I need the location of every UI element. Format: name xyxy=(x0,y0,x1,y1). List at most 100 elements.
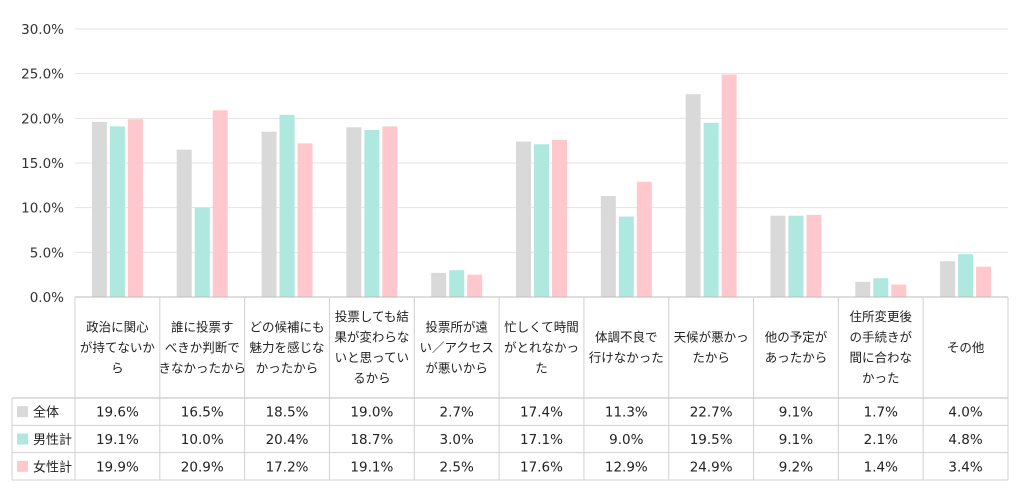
y-tick-label: 20.0% xyxy=(21,111,64,127)
value-cell: 17.6% xyxy=(520,459,563,475)
bar-1-8 xyxy=(685,94,701,297)
category-label: きなかったから xyxy=(158,360,246,375)
legend-label: 男性計 xyxy=(33,432,72,448)
bar-1-2 xyxy=(176,149,192,297)
bar-2-1 xyxy=(109,126,125,297)
y-tick-label: 15.0% xyxy=(21,156,64,172)
y-tick-label: 25.0% xyxy=(21,67,64,83)
value-cell: 22.7% xyxy=(690,405,733,421)
bar-3-1 xyxy=(127,119,143,297)
value-cell: 19.0% xyxy=(350,405,393,421)
category-label: 投票しても結 xyxy=(335,309,409,324)
value-cell: 9.0% xyxy=(609,432,643,448)
bar-3-3 xyxy=(297,143,313,297)
bar-3-5 xyxy=(467,274,483,297)
value-cell: 4.8% xyxy=(948,432,982,448)
value-cell: 2.1% xyxy=(864,432,898,448)
value-cell: 9.1% xyxy=(779,432,813,448)
legend-swatch xyxy=(17,460,28,472)
category-label: ら xyxy=(111,360,124,375)
value-cell: 11.3% xyxy=(605,405,648,421)
value-cell: 19.6% xyxy=(96,405,139,421)
bar-2-4 xyxy=(364,129,380,297)
bar-3-4 xyxy=(382,126,398,297)
bar-3-8 xyxy=(721,74,737,297)
category-label: がとれなかっ xyxy=(504,340,579,355)
value-cell: 20.4% xyxy=(266,432,309,448)
value-cell: 19.9% xyxy=(96,459,139,475)
category-label: いと思ってい xyxy=(335,350,409,365)
category-label: べきか判断で xyxy=(165,340,240,355)
bar-1-9 xyxy=(770,215,786,297)
legend-label: 全体 xyxy=(33,405,59,421)
legend-swatch xyxy=(17,433,28,445)
bar-2-5 xyxy=(449,270,465,297)
category-label: るから xyxy=(353,371,391,386)
value-cell: 10.0% xyxy=(181,432,224,448)
category-label: あったから xyxy=(765,350,828,365)
value-cell: 2.5% xyxy=(440,459,474,475)
value-cell: 19.1% xyxy=(96,432,139,448)
bar-3-9 xyxy=(806,214,822,297)
bar-2-11 xyxy=(958,254,974,297)
bar-1-11 xyxy=(940,261,956,297)
category-label: 間に合わな xyxy=(850,350,913,365)
category-label: 魅力を感じな xyxy=(250,340,325,355)
bar-3-6 xyxy=(552,139,567,297)
category-label: 政治に関心 xyxy=(86,319,149,334)
category-label: た xyxy=(535,360,548,375)
value-cell: 4.0% xyxy=(948,405,982,421)
y-tick-label: 5.0% xyxy=(30,245,64,261)
value-cell: 18.5% xyxy=(266,405,309,421)
value-cell: 19.5% xyxy=(690,432,733,448)
category-label: 他の予定が xyxy=(765,330,828,345)
category-label: どの候補にも xyxy=(250,319,325,334)
value-cell: 1.7% xyxy=(864,405,898,421)
value-cell: 12.9% xyxy=(605,459,648,475)
y-tick-label: 10.0% xyxy=(21,201,64,217)
bar-1-6 xyxy=(516,141,531,297)
category-label: 体調不良で xyxy=(595,330,658,345)
bar-1-7 xyxy=(600,196,616,297)
category-label: い／アクセス xyxy=(419,340,493,355)
category-label: かったから xyxy=(256,360,319,375)
value-cell: 3.4% xyxy=(948,459,982,475)
category-label: かった xyxy=(862,371,900,386)
bar-3-7 xyxy=(636,181,652,297)
category-label: 果が変わらな xyxy=(334,330,409,345)
value-cell: 16.5% xyxy=(181,405,224,421)
bar-1-1 xyxy=(91,121,107,297)
category-label: 誰に投票す xyxy=(171,319,234,334)
y-tick-label: 0.0% xyxy=(30,290,64,306)
bar-1-4 xyxy=(346,127,362,298)
bar-2-6 xyxy=(534,144,549,297)
legend-swatch xyxy=(17,406,28,418)
value-cell: 9.2% xyxy=(779,459,813,475)
value-cell: 17.4% xyxy=(520,405,563,421)
bar-2-7 xyxy=(618,216,634,297)
bar-3-11 xyxy=(976,266,992,297)
bar-1-5 xyxy=(431,272,447,297)
bar-2-8 xyxy=(703,122,719,297)
category-label: 住所変更後 xyxy=(850,309,913,324)
category-label: の手続きが xyxy=(850,330,913,345)
category-label: 行けなかった xyxy=(589,350,664,365)
bar-1-3 xyxy=(261,131,277,297)
bar-3-2 xyxy=(212,110,228,297)
bar-2-10 xyxy=(873,278,889,297)
category-label: 天候が悪かっ xyxy=(674,330,749,345)
category-label: たから xyxy=(692,350,730,365)
category-label: 投票所が遠 xyxy=(425,319,488,334)
value-cell: 1.4% xyxy=(864,459,898,475)
value-cell: 17.1% xyxy=(520,432,563,448)
value-cell: 20.9% xyxy=(181,459,224,475)
bar-2-2 xyxy=(194,207,210,297)
bar-2-3 xyxy=(279,114,295,297)
bar-2-9 xyxy=(788,215,804,297)
category-label: が持てないか xyxy=(80,340,156,355)
y-tick-label: 30.0% xyxy=(21,22,64,38)
category-label: 忙しくて時間 xyxy=(504,319,579,334)
legend-label: 女性計 xyxy=(33,459,72,475)
value-cell: 17.2% xyxy=(266,459,309,475)
